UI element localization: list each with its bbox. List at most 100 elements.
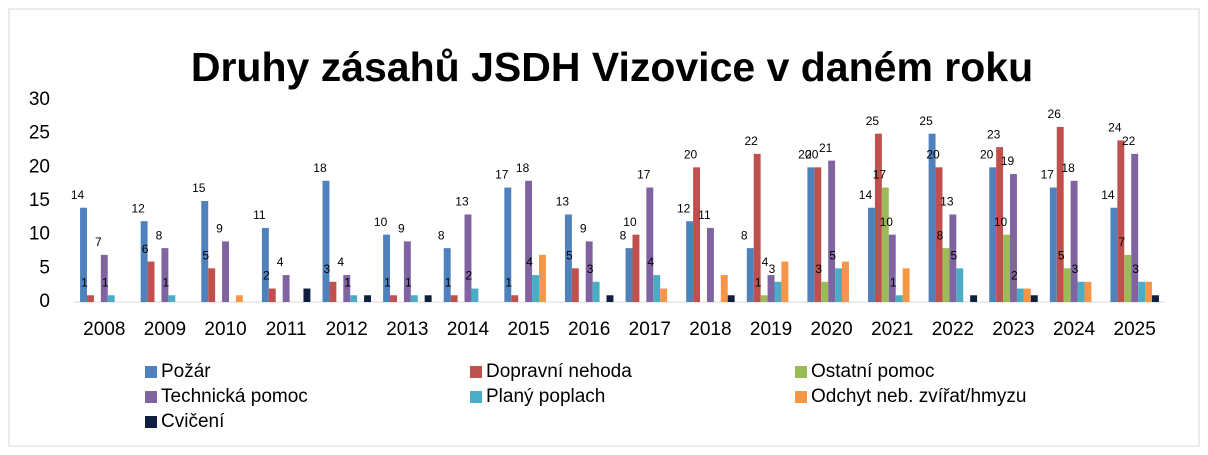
bar: [1070, 180, 1078, 302]
y-tick-label: 10: [29, 224, 50, 245]
data-label: 1: [102, 275, 109, 289]
data-label: 8: [156, 228, 163, 242]
x-tick-label: 2013: [386, 319, 428, 340]
bar: [80, 207, 87, 302]
bar: [343, 275, 351, 302]
x-tick-label: 2010: [204, 319, 246, 340]
bar: [842, 261, 849, 302]
bar: [329, 281, 337, 302]
bar: [303, 288, 311, 302]
bar: [653, 275, 661, 302]
data-label: 4: [762, 255, 769, 269]
data-label: 23: [987, 127, 1001, 141]
data-label: 26: [1048, 107, 1062, 121]
data-label: 1: [890, 275, 897, 289]
data-label: 15: [192, 181, 206, 195]
bar: [1077, 281, 1085, 302]
data-label: 3: [587, 262, 594, 276]
data-label: 17: [1041, 168, 1055, 182]
data-label: 20: [798, 148, 812, 162]
data-label: 7: [95, 235, 102, 249]
bar: [1131, 153, 1139, 302]
bar: [504, 187, 512, 302]
bar: [989, 167, 997, 302]
bar: [606, 295, 614, 302]
bar: [753, 153, 761, 302]
bar: [538, 254, 546, 302]
data-label: 7: [1118, 235, 1125, 249]
x-tick-label: 2009: [144, 319, 186, 340]
bar: [161, 248, 169, 302]
data-label: 14: [859, 188, 873, 202]
bar: [1010, 174, 1017, 302]
bar: [222, 241, 229, 302]
data-label: 4: [526, 255, 533, 269]
data-label: 17: [637, 168, 651, 182]
legend-swatch: [145, 416, 157, 428]
bar: [807, 167, 815, 302]
bar: [646, 187, 654, 302]
bar: [383, 234, 391, 302]
bar: [881, 187, 889, 302]
legend-swatch: [795, 366, 807, 378]
bar: [996, 147, 1004, 302]
data-label: 18: [313, 161, 327, 175]
bar: [686, 221, 694, 302]
data-label: 10: [374, 215, 388, 229]
data-label: 11: [698, 208, 711, 222]
data-label: 8: [741, 228, 748, 242]
data-label: 8: [438, 228, 445, 242]
data-label: 13: [940, 195, 954, 209]
data-label: 14: [1101, 188, 1115, 202]
bar: [970, 295, 978, 302]
legend-label: Cvičení: [161, 411, 225, 432]
data-label: 13: [455, 195, 469, 209]
bar: [632, 234, 640, 302]
bar: [935, 167, 943, 302]
legend-swatch: [470, 366, 482, 378]
bar: [660, 288, 668, 302]
data-label: 5: [950, 249, 957, 263]
bar: [322, 180, 330, 302]
data-label: 17: [873, 168, 887, 182]
data-label: 1: [384, 275, 391, 289]
data-label: 6: [142, 242, 149, 256]
data-label: 10: [994, 215, 1008, 229]
data-label: 4: [337, 255, 344, 269]
bar: [746, 248, 754, 302]
bar: [147, 261, 155, 302]
bar: [443, 248, 451, 302]
bar: [592, 281, 600, 302]
bar: [1063, 268, 1071, 302]
bar: [1145, 281, 1153, 302]
x-tick-label: 2025: [1114, 319, 1156, 340]
legend-swatch: [795, 391, 807, 403]
bar: [895, 295, 903, 302]
x-tick-label: 2015: [507, 319, 549, 340]
data-label: 1: [162, 275, 169, 289]
bar: [1110, 207, 1118, 302]
bar: [1023, 288, 1031, 302]
data-label: 19: [1001, 154, 1015, 168]
y-tick-label: 0: [39, 291, 50, 312]
data-label: 10: [880, 215, 894, 229]
bar: [532, 275, 539, 302]
data-label: 2: [466, 269, 473, 283]
data-label: 5: [1058, 249, 1065, 263]
legend-swatch: [470, 391, 482, 403]
bar: [956, 268, 964, 302]
bar: [727, 295, 735, 302]
data-label: 9: [580, 222, 587, 236]
bar: [1003, 234, 1011, 302]
data-label: 13: [556, 195, 570, 209]
bar: [821, 281, 829, 302]
bar: [1117, 140, 1125, 302]
bar: [1152, 295, 1159, 302]
legend-label: Odchyt neb. zvířat/hmyzu: [811, 386, 1026, 407]
bar: [585, 241, 593, 302]
bar: [874, 133, 882, 302]
bar: [403, 241, 411, 302]
data-label: 20: [805, 148, 819, 162]
bar: [168, 295, 176, 302]
data-label: 1: [81, 275, 88, 289]
